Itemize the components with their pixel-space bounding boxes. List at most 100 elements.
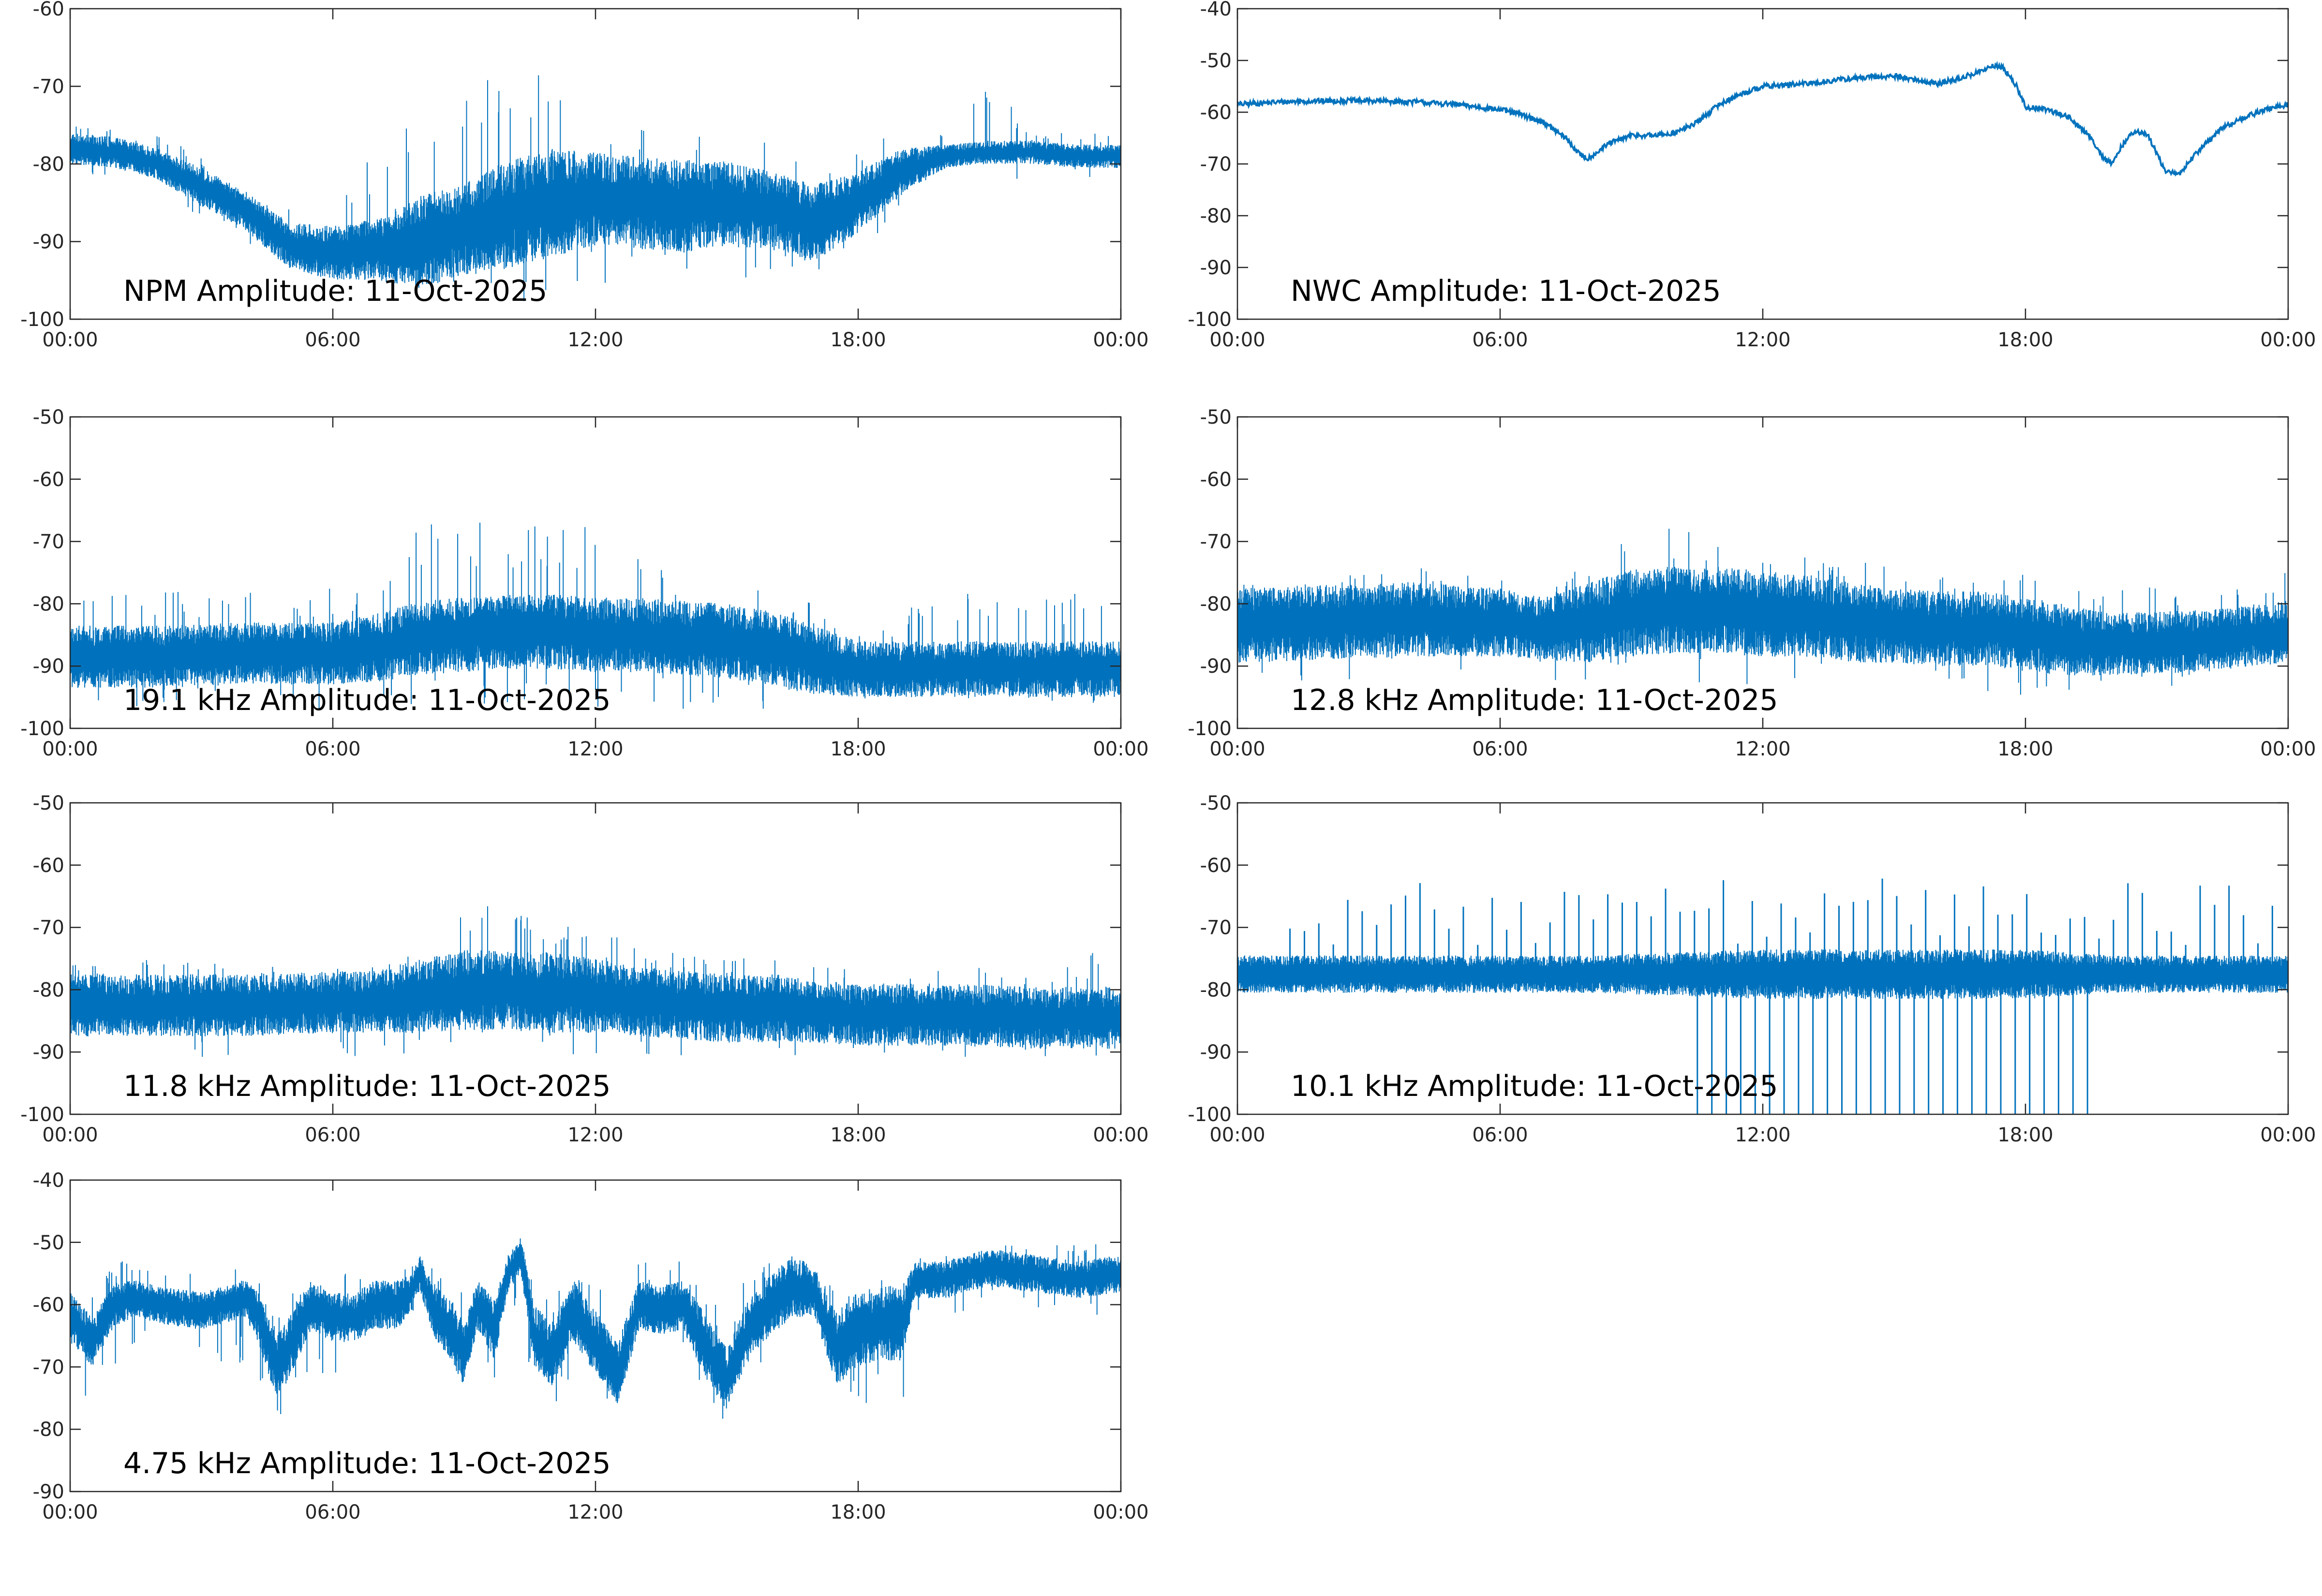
y-tick-label: -70 bbox=[1200, 531, 1232, 553]
y-tick-label: -60 bbox=[1200, 469, 1232, 491]
x-tick-label: 00:00 bbox=[42, 738, 98, 760]
chart-title: 4.75 kHz Amplitude: 11-Oct-2025 bbox=[123, 1447, 611, 1480]
y-tick-label: -90 bbox=[33, 1041, 64, 1064]
y-tick-label: -50 bbox=[1200, 792, 1232, 814]
y-tick-label: -50 bbox=[1200, 406, 1232, 429]
series-noise-10-1-khz bbox=[1237, 949, 2288, 999]
x-tick-label: 18:00 bbox=[830, 1124, 886, 1146]
x-tick-label: 18:00 bbox=[830, 329, 886, 351]
chart-panel: -100 -90 -80 -70 -60 -50 -40 00:00 06:00 12:00 18:… bbox=[1188, 0, 2316, 351]
y-tick-label: -80 bbox=[1200, 593, 1232, 615]
y-tick-label: -100 bbox=[1188, 1104, 1232, 1126]
x-tick-label: 18:00 bbox=[1997, 329, 2053, 351]
x-tick-label: 12:00 bbox=[567, 1124, 623, 1146]
y-tick-label: -50 bbox=[33, 406, 64, 429]
chart-title: 11.8 kHz Amplitude: 11-Oct-2025 bbox=[123, 1069, 611, 1103]
y-tick-label: -100 bbox=[20, 309, 64, 331]
chart-title: NWC Amplitude: 11-Oct-2025 bbox=[1291, 274, 1721, 308]
x-tick-label: 18:00 bbox=[1997, 738, 2053, 760]
x-tick-label: 12:00 bbox=[1735, 1124, 1790, 1146]
y-tick-label: -90 bbox=[1200, 257, 1232, 279]
y-tick-label: -100 bbox=[20, 1104, 64, 1126]
x-tick-label: 00:00 bbox=[2260, 738, 2316, 760]
y-tick-label: -90 bbox=[33, 1481, 64, 1503]
y-tick-label: -60 bbox=[1200, 855, 1232, 877]
y-tick-label: -100 bbox=[1188, 718, 1232, 740]
x-tick-label: 06:00 bbox=[1472, 329, 1528, 351]
x-tick-label: 00:00 bbox=[2260, 1124, 2316, 1146]
y-tick-label: -70 bbox=[33, 531, 64, 553]
x-tick-label: 00:00 bbox=[1093, 738, 1148, 760]
y-tick-label: -60 bbox=[33, 1294, 64, 1316]
x-tick-label: 00:00 bbox=[1209, 738, 1265, 760]
x-tick-label: 12:00 bbox=[567, 329, 623, 351]
chart-panel: -100 -90 -80 -70 -60 -50 00:00 06:00 12:00 18:00 0… bbox=[1188, 406, 2316, 760]
y-tick-label: -70 bbox=[1200, 153, 1232, 176]
series-band-12-8-khz bbox=[1237, 529, 2288, 695]
series-band-npm bbox=[70, 75, 1121, 301]
y-tick-label: -60 bbox=[33, 0, 64, 20]
y-tick-label: -60 bbox=[1200, 102, 1232, 124]
x-tick-label: 00:00 bbox=[42, 1124, 98, 1146]
x-tick-label: 18:00 bbox=[1997, 1124, 2053, 1146]
chart-title: 10.1 kHz Amplitude: 11-Oct-2025 bbox=[1291, 1069, 1778, 1103]
chart-title: NPM Amplitude: 11-Oct-2025 bbox=[123, 274, 547, 308]
chart-panel: -100 -90 -80 -70 -60 00:00 06:00 12:00 18:00 00:0… bbox=[20, 0, 1148, 351]
y-tick-label: -80 bbox=[1200, 205, 1232, 227]
series-pulses-10-1-khz bbox=[1289, 878, 2273, 1114]
y-tick-label: -50 bbox=[33, 792, 64, 814]
chart-panel: -100 -90 -80 -70 -60 -50 00:00 06:00 12:00 18:00 0… bbox=[1188, 792, 2316, 1146]
x-tick-label: 00:00 bbox=[2260, 329, 2316, 351]
series-line-nwc bbox=[1237, 60, 2288, 177]
series-band-19-1-khz bbox=[70, 522, 1121, 710]
x-tick-label: 00:00 bbox=[1093, 1501, 1148, 1523]
chart-panel: -100 -90 -80 -70 -60 -50 00:00 06:00 12:00 18:00 0… bbox=[20, 406, 1148, 760]
y-tick-label: -90 bbox=[33, 231, 64, 253]
y-tick-label: -50 bbox=[1200, 50, 1232, 72]
axes-box bbox=[69, 802, 1122, 1115]
y-tick-label: -80 bbox=[33, 153, 64, 176]
chart-title: 19.1 kHz Amplitude: 11-Oct-2025 bbox=[123, 683, 611, 717]
x-tick-label: 06:00 bbox=[305, 1501, 360, 1523]
y-tick-label: -70 bbox=[33, 76, 64, 98]
x-tick-label: 18:00 bbox=[830, 1501, 886, 1523]
axes-box bbox=[1236, 8, 2289, 320]
x-tick-label: 12:00 bbox=[567, 1501, 623, 1523]
series-band-4-75-khz bbox=[70, 1238, 1121, 1419]
chart-title: 12.8 kHz Amplitude: 11-Oct-2025 bbox=[1291, 683, 1778, 717]
x-tick-label: 06:00 bbox=[305, 1124, 360, 1146]
x-tick-label: 06:00 bbox=[1472, 738, 1528, 760]
x-tick-label: 06:00 bbox=[1472, 1124, 1528, 1146]
x-tick-label: 06:00 bbox=[305, 738, 360, 760]
y-tick-label: -80 bbox=[33, 593, 64, 615]
x-tick-label: 18:00 bbox=[830, 738, 886, 760]
x-tick-label: 00:00 bbox=[1093, 1124, 1148, 1146]
x-tick-label: 12:00 bbox=[1735, 738, 1790, 760]
y-tick-label: -50 bbox=[33, 1232, 64, 1254]
y-tick-label: -40 bbox=[1200, 0, 1232, 20]
y-tick-label: -80 bbox=[33, 1419, 64, 1441]
x-tick-label: 06:00 bbox=[305, 329, 360, 351]
y-tick-label: -40 bbox=[33, 1169, 64, 1192]
x-tick-label: 12:00 bbox=[1735, 329, 1790, 351]
x-tick-label: 12:00 bbox=[567, 738, 623, 760]
chart-panel: -90 -80 -70 -60 -50 -40 00:00 06:00 12:00 18:00 00… bbox=[33, 1169, 1149, 1523]
y-tick-label: -90 bbox=[1200, 1041, 1232, 1064]
x-tick-label: 00:00 bbox=[1209, 329, 1265, 351]
y-tick-label: -60 bbox=[33, 855, 64, 877]
x-tick-label: 00:00 bbox=[42, 329, 98, 351]
y-tick-label: -80 bbox=[1200, 979, 1232, 1001]
x-tick-label: 00:00 bbox=[1209, 1124, 1265, 1146]
y-tick-label: -70 bbox=[33, 1356, 64, 1378]
x-tick-label: 00:00 bbox=[42, 1501, 98, 1523]
chart-panel: -100 -90 -80 -70 -60 -50 00:00 06:00 12:00 18:00 0… bbox=[20, 792, 1148, 1146]
y-tick-label: -90 bbox=[1200, 655, 1232, 678]
y-tick-label: -70 bbox=[1200, 917, 1232, 939]
x-tick-label: 00:00 bbox=[1093, 329, 1148, 351]
y-tick-label: -80 bbox=[33, 979, 64, 1001]
series-band-11-8-khz bbox=[70, 906, 1121, 1057]
y-tick-label: -100 bbox=[1188, 309, 1232, 331]
y-tick-label: -100 bbox=[20, 718, 64, 740]
y-tick-label: -90 bbox=[33, 655, 64, 678]
